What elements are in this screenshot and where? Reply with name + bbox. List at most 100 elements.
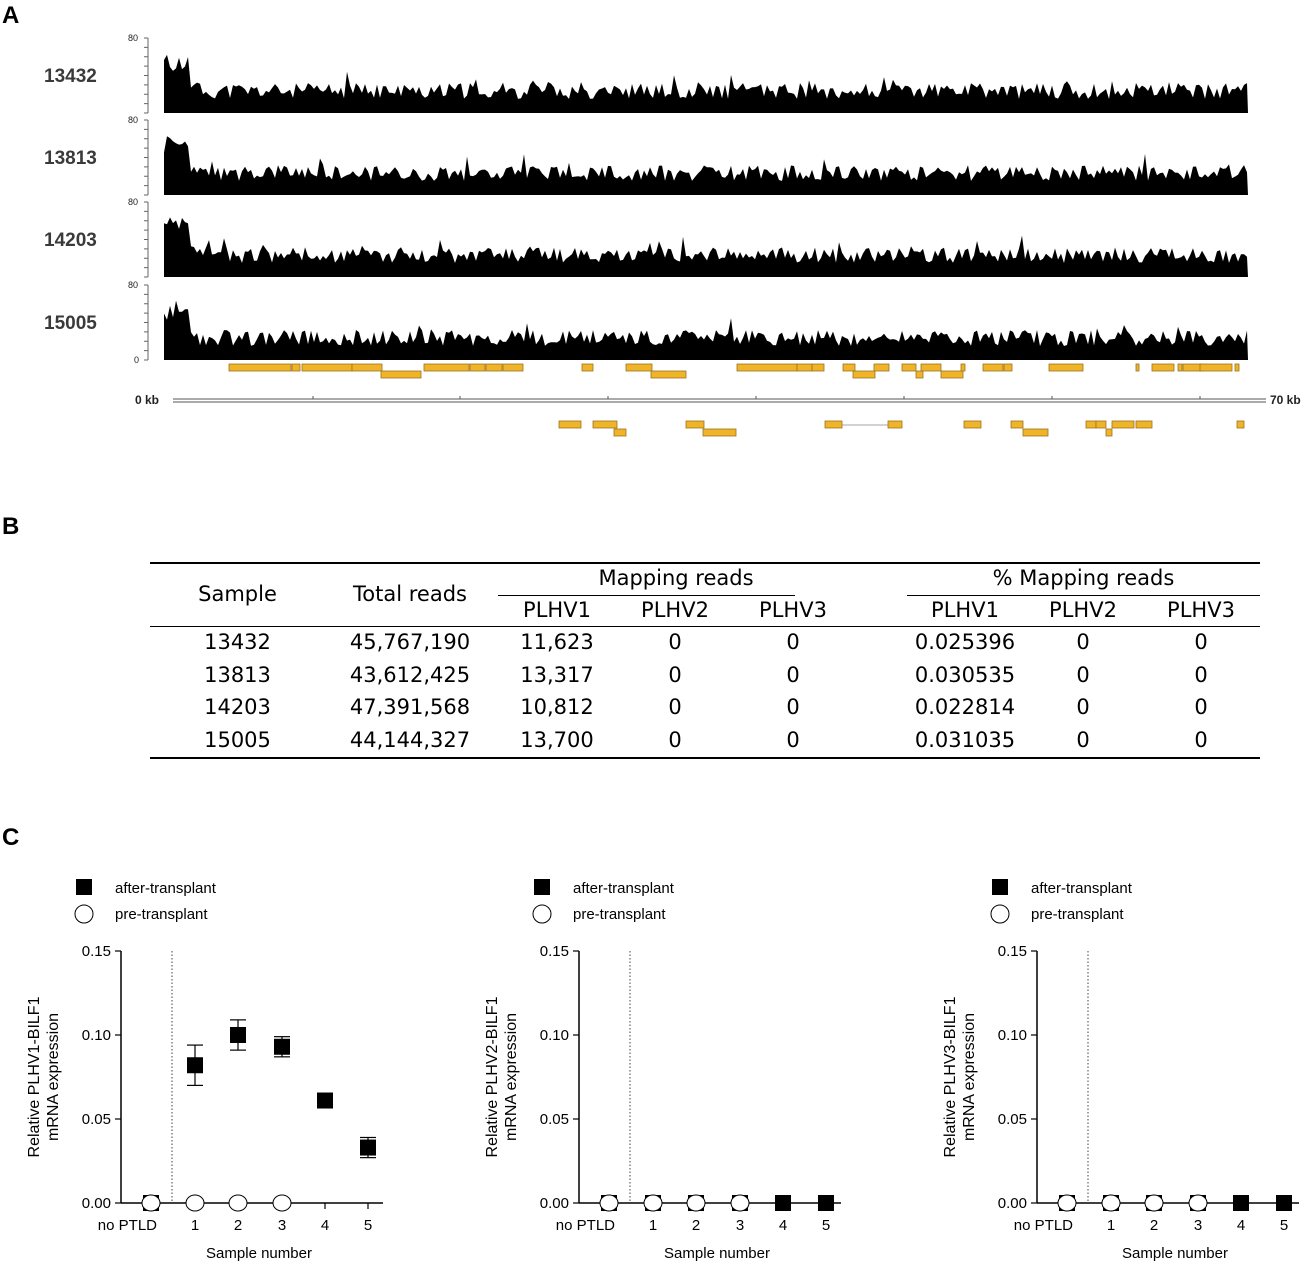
gene-annotation-box bbox=[1003, 363, 1013, 372]
x-tick-label: 4 bbox=[1237, 1217, 1245, 1234]
header-total-reads: Total reads bbox=[353, 582, 467, 606]
y-tick-label: 0.15 bbox=[82, 943, 111, 960]
gene-annotation-box bbox=[811, 363, 825, 372]
gene-annotation-box bbox=[1010, 420, 1024, 429]
y-tick-label: 0.10 bbox=[540, 1027, 569, 1044]
gene-annotation-box bbox=[873, 363, 890, 372]
coverage-track: 80 14203 bbox=[44, 197, 1248, 278]
y-tick-label: 0.15 bbox=[540, 943, 569, 960]
table-cell: 11,623 bbox=[520, 630, 594, 654]
table-cell: 0.025396 bbox=[914, 630, 1016, 654]
table-cell: 0 bbox=[668, 727, 682, 752]
panel-label-a: A bbox=[2, 2, 20, 29]
y-tick-label: 0.10 bbox=[998, 1027, 1027, 1044]
y-tick-label: 0.10 bbox=[82, 1027, 111, 1044]
coverage-track: 80 13813 bbox=[44, 115, 1248, 196]
x-tick-label: 5 bbox=[822, 1217, 830, 1234]
table-cell: 0 bbox=[1194, 630, 1208, 654]
gene-annotation-box bbox=[920, 363, 942, 372]
panel-label-c: C bbox=[2, 824, 20, 851]
gene-annotation-box bbox=[982, 363, 1004, 372]
scale-start-label: 0 kb bbox=[135, 393, 159, 407]
chart-plhv1: after-transplant pre-transplant 0.00 0.05 0.… bbox=[26, 879, 383, 1262]
track-sample-label: 13432 bbox=[44, 66, 97, 87]
pre-transplant-point bbox=[1101, 1194, 1121, 1212]
after-transplant-point bbox=[360, 1139, 376, 1156]
legend-after-marker bbox=[992, 879, 1008, 895]
gene-annotation-box bbox=[1022, 428, 1049, 437]
gene-annotation-box bbox=[228, 363, 292, 372]
after-transplant-point bbox=[1103, 1195, 1119, 1211]
gene-annotation-box bbox=[796, 363, 813, 372]
y-tick-label: 0.05 bbox=[82, 1111, 111, 1128]
coverage-track: 80 13432 bbox=[44, 33, 1248, 114]
pre-transplant-point bbox=[1188, 1194, 1208, 1212]
table-cell: 0 bbox=[786, 662, 800, 687]
table-cell: 0 bbox=[668, 662, 682, 687]
track-ymax-label: 80 bbox=[128, 115, 138, 125]
x-tick-label: 1 bbox=[191, 1217, 199, 1234]
gene-annotation-box bbox=[1095, 420, 1107, 429]
x-tick-label: 2 bbox=[234, 1217, 242, 1234]
after-transplant-point bbox=[601, 1195, 617, 1211]
table-cell: 47,391,568 bbox=[349, 695, 471, 719]
table-cell: 13,700 bbox=[520, 727, 594, 752]
coverage-profile bbox=[164, 54, 1248, 113]
gene-annotation-box bbox=[558, 420, 582, 429]
table-bottom-rule bbox=[150, 757, 1260, 759]
after-transplant-point bbox=[1059, 1195, 1075, 1211]
after-transplant-point bbox=[143, 1195, 159, 1211]
legend-after-label: after-transplant bbox=[115, 880, 217, 897]
gene-annotation-box bbox=[960, 363, 966, 372]
subheader-plhv1: PLHV1 bbox=[523, 598, 591, 622]
legend-pre-label: pre-transplant bbox=[573, 906, 666, 923]
table-cell: 0 bbox=[1194, 695, 1208, 719]
track-sample-label: 15005 bbox=[44, 313, 97, 334]
legend-after-marker bbox=[534, 879, 550, 895]
y-tick-label: 0.00 bbox=[82, 1195, 111, 1212]
legend-pre-marker bbox=[74, 904, 94, 924]
table-cell: 45,767,190 bbox=[349, 630, 471, 654]
gene-annotation-box bbox=[915, 370, 924, 379]
after-transplant-point bbox=[230, 1027, 246, 1043]
legend-after-label: after-transplant bbox=[1031, 880, 1133, 897]
table-cell: 0 bbox=[1076, 727, 1090, 752]
coverage-figure: 80 13432 80 13813 80 14203 80 0 15005 0 kb 70 kb bbox=[44, 33, 1301, 437]
gene-annotation-box bbox=[469, 363, 486, 372]
header-sample: Sample bbox=[198, 582, 277, 606]
x-tick-label: 3 bbox=[736, 1217, 744, 1234]
legend-pre-marker bbox=[990, 904, 1010, 924]
y-tick-label: 0.00 bbox=[998, 1195, 1027, 1212]
y-axis-title: Relative PLHV2-BILF1 mRNA expression bbox=[484, 996, 520, 1157]
panel-label-b: B bbox=[2, 513, 20, 540]
gene-annotation-box bbox=[1111, 420, 1135, 429]
after-transplant-point bbox=[274, 1038, 290, 1055]
track-sample-label: 13813 bbox=[44, 148, 97, 169]
gene-annotation-box bbox=[291, 363, 301, 372]
after-transplant-point bbox=[818, 1195, 834, 1211]
y-axis-title: Relative PLHV3-BILF1 mRNA expression bbox=[942, 996, 978, 1157]
x-axis-title: Sample number bbox=[1122, 1245, 1228, 1262]
pre-transplant-point bbox=[686, 1194, 706, 1212]
legend-pre-label: pre-transplant bbox=[1031, 906, 1124, 923]
coverage-track: 80 0 15005 bbox=[44, 280, 1248, 365]
gene-annotation-box bbox=[702, 428, 737, 437]
track-ymax-label: 80 bbox=[128, 33, 138, 43]
x-tick-label: 4 bbox=[779, 1217, 787, 1234]
genome-scale-bar: 0 kb 70 kb bbox=[135, 393, 1301, 407]
gene-annotation-box bbox=[685, 420, 705, 429]
gene-annotation-box bbox=[963, 420, 982, 429]
gene-annotation-box bbox=[940, 370, 964, 379]
pct-group-rule bbox=[907, 595, 1260, 596]
pre-transplant-point bbox=[1057, 1194, 1077, 1212]
after-transplant-point bbox=[775, 1195, 791, 1211]
x-tick-label: no PTLD bbox=[1014, 1217, 1073, 1234]
y-tick-label: 0.15 bbox=[998, 943, 1027, 960]
table-cell: 0 bbox=[668, 630, 682, 654]
legend-after-marker bbox=[76, 879, 92, 895]
pre-transplant-point bbox=[1144, 1194, 1164, 1212]
gene-annotation-box bbox=[625, 363, 653, 372]
track-sample-label: 14203 bbox=[44, 230, 97, 251]
chart-plhv3: after-transplant pre-transplant 0.00 0.05 0.… bbox=[942, 879, 1299, 1262]
table-cell: 0 bbox=[1076, 630, 1090, 654]
